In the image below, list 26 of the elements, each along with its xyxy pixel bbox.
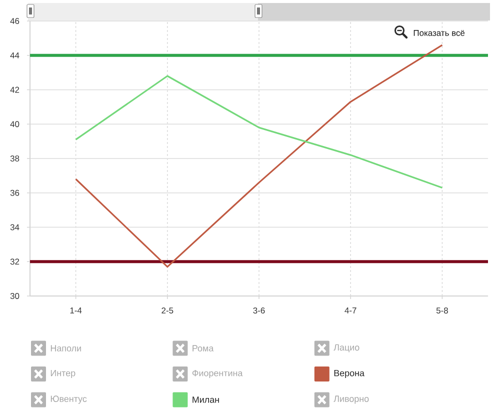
legend-label: Ливорно [334, 396, 369, 404]
y-tick-label: 38 [10, 156, 20, 162]
y-tick-label: 36 [10, 190, 20, 196]
legend-label: Ювентус [50, 396, 87, 404]
legend-label: Фиорентина [192, 370, 243, 378]
x-tick-label: 4-7 [344, 308, 356, 314]
line-series [75, 75, 444, 189]
x-tick-label: 1-4 [70, 308, 82, 314]
y-tick-label: 42 [10, 86, 20, 93]
legend-label: Интер [50, 370, 76, 378]
legend-label: Лацио [334, 344, 360, 352]
y-tick-label: 40 [10, 121, 20, 128]
legend-label: Милан [192, 396, 219, 403]
y-tick-label: 30 [10, 293, 20, 299]
y-tick-label: 46 [10, 18, 20, 24]
legend-label: Наполи [50, 345, 81, 352]
annotation: Показать всё [414, 30, 465, 36]
y-tick-label: 44 [10, 52, 20, 58]
legend-label: Верона [334, 370, 364, 378]
x-tick-label: 3-6 [253, 308, 265, 314]
y-tick-label: 32 [10, 258, 20, 265]
y-tick-label: 34 [10, 224, 20, 230]
legend-label: Рома [192, 345, 214, 352]
line-series [75, 44, 444, 268]
x-tick-label: 5-8 [436, 308, 448, 314]
x-tick-label: 2-5 [162, 308, 174, 314]
